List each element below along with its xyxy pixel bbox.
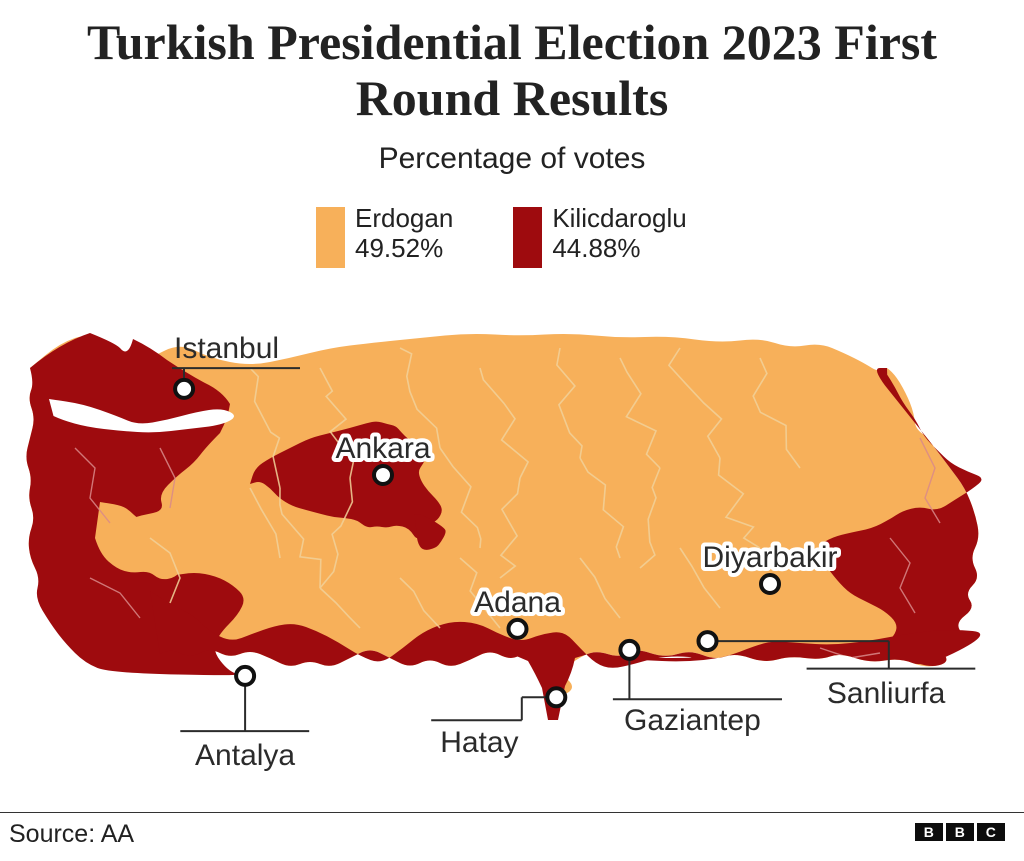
svg-text:Diyarbakir: Diyarbakir <box>702 541 837 574</box>
svg-text:Sanliurfa: Sanliurfa <box>827 677 946 710</box>
svg-text:Hatay: Hatay <box>440 726 518 759</box>
svg-text:Antalya: Antalya <box>195 739 295 772</box>
svg-text:Ankara: Ankara <box>335 432 430 465</box>
svg-text:Gaziantep: Gaziantep <box>624 704 761 737</box>
svg-text:Istanbul: Istanbul <box>174 332 279 365</box>
svg-text:Adana: Adana <box>474 586 561 619</box>
